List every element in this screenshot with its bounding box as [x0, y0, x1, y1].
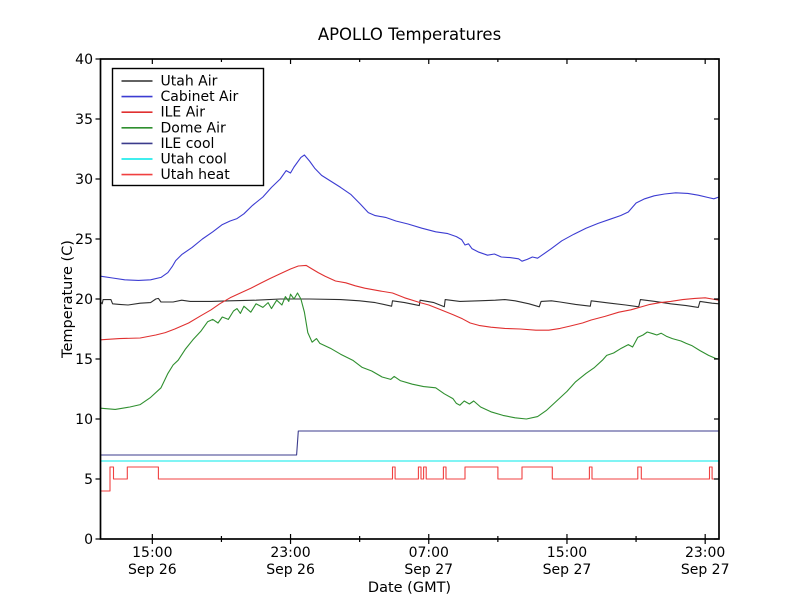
series-line-ile-cool — [100, 430, 719, 456]
legend-label-utah-air: Utah Air — [161, 74, 218, 90]
y-tick-label: 25 — [75, 232, 93, 248]
y-tick-label: 30 — [75, 172, 93, 188]
legend-label-ile-air: ILE Air — [161, 105, 206, 121]
x-tick-date-label: Sep 26 — [128, 562, 177, 578]
legend-label-utah-cool: Utah cool — [161, 152, 227, 168]
series-line-utah-air — [100, 297, 720, 308]
legend-label-cabinet-air: Cabinet Air — [161, 89, 239, 105]
y-tick-label: 10 — [75, 412, 93, 428]
series-line-ile-air — [100, 264, 720, 341]
y-axis-label: Temperature (C) — [60, 240, 76, 359]
series-line-cabinet-air — [100, 154, 720, 281]
y-tick-label: 5 — [84, 472, 93, 488]
x-tick-time-label: 15:00 — [132, 545, 172, 561]
y-tick-label: 40 — [75, 52, 93, 68]
x-tick-time-label: 23:00 — [270, 545, 310, 561]
legend-label-ile-cool: ILE cool — [161, 136, 215, 152]
series-line-utah-heat — [100, 466, 719, 492]
y-tick-label: 0 — [84, 532, 93, 548]
x-tick-date-label: Sep 27 — [543, 562, 592, 578]
series-lines — [100, 154, 720, 492]
x-tick-time-label: 07:00 — [409, 545, 449, 561]
y-tick-label: 20 — [75, 292, 93, 308]
y-tick-label: 35 — [75, 112, 93, 128]
series-line-dome-air — [100, 292, 720, 420]
legend-label-utah-heat: Utah heat — [161, 167, 231, 183]
x-tick-date-label: Sep 27 — [404, 562, 453, 578]
x-tick-date-label: Sep 26 — [266, 562, 315, 578]
legend-label-dome-air: Dome Air — [161, 120, 227, 136]
y-tick-label: 15 — [75, 352, 93, 368]
x-tick-time-label: 23:00 — [685, 545, 725, 561]
x-tick-time-label: 15:00 — [547, 545, 587, 561]
x-tick-date-label: Sep 27 — [681, 562, 730, 578]
x-axis-label: Date (GMT) — [368, 580, 451, 596]
chart-title: APOLLO Temperatures — [318, 25, 501, 44]
